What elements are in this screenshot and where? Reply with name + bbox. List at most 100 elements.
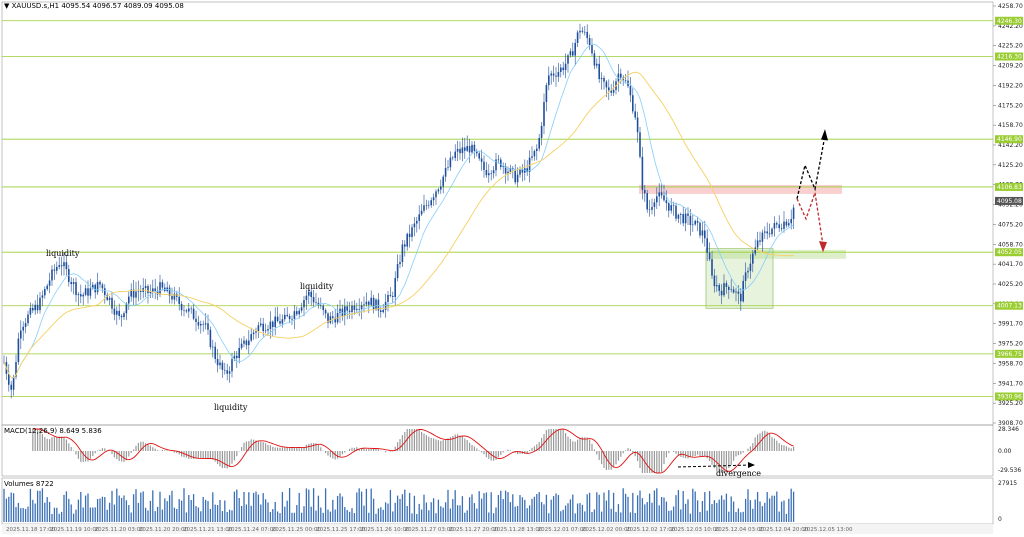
price-tick-label: 3908.70 [998, 420, 1023, 427]
ohlc-values: 4095.54 4096.57 4089.09 4095.08 [61, 2, 184, 10]
candle-body [291, 318, 293, 320]
candle-body [596, 63, 598, 66]
candle-body [106, 295, 108, 300]
candle-body [20, 330, 22, 339]
macd-tick-label: -29.536 [998, 467, 1021, 474]
price-tick-label: 4125.20 [998, 162, 1023, 169]
candle-body [274, 316, 276, 328]
candle-body [444, 167, 447, 177]
price-tick-label: 4175.20 [998, 102, 1023, 109]
candle-body [262, 323, 264, 332]
candle-body [399, 262, 401, 265]
candle-body [730, 289, 732, 290]
candle-body [694, 220, 696, 225]
candle-body [348, 310, 351, 313]
candle-body [204, 323, 207, 325]
candle-body [653, 202, 656, 208]
candle-body [555, 75, 557, 77]
candle-body [332, 316, 334, 318]
candle-body [15, 362, 17, 377]
candle-body [598, 63, 600, 80]
candle-body [156, 290, 159, 295]
candle-body [401, 244, 404, 263]
candle-body [77, 294, 80, 296]
time-axis-label: 2025.12.05 13:00 [803, 527, 853, 533]
candle-body [264, 330, 267, 332]
candle-body [334, 317, 336, 323]
candle-body [173, 293, 176, 300]
candle-body [538, 138, 540, 149]
candle-body [363, 304, 365, 306]
candle-body [658, 192, 660, 197]
dropdown-triangle-icon[interactable]: ▼ [4, 2, 10, 10]
candle-body [423, 205, 425, 211]
candle-body [560, 67, 562, 72]
price-tick-label: 4158.70 [998, 122, 1023, 129]
candle-body [728, 286, 730, 290]
candle-body [281, 319, 284, 324]
candle-body [641, 156, 644, 190]
candle-body [740, 293, 742, 302]
candle-body [689, 215, 692, 226]
candle-body [183, 310, 185, 311]
candle-body [540, 125, 543, 139]
candle-body [327, 313, 329, 323]
candle-body [377, 299, 380, 311]
level-price-tag [995, 182, 1023, 191]
candle-body [430, 200, 432, 206]
candle-body [132, 289, 135, 298]
candle-body [72, 282, 75, 285]
candle-body [284, 314, 286, 320]
candle-body [372, 297, 375, 310]
candle-body [440, 186, 442, 190]
candle-body [656, 196, 658, 203]
candle-body [272, 321, 274, 328]
candle-body [761, 232, 764, 242]
candle-body [111, 297, 113, 309]
candle-body [737, 291, 740, 294]
candle-body [75, 282, 77, 296]
candle-body [557, 71, 560, 77]
time-axis-label: 2025.11.20 20:00 [139, 527, 189, 533]
candle-body [293, 311, 296, 320]
candle-body [432, 197, 435, 201]
candle-body [752, 253, 754, 264]
candle-body [509, 168, 512, 172]
candle-body [790, 218, 792, 224]
candle-body [620, 73, 622, 78]
candle-body [358, 308, 360, 310]
candle-body [123, 313, 125, 318]
macd-title: MACD(12,26,9) 8.649 5.836 [4, 427, 102, 435]
candle-body [322, 305, 324, 311]
candle-body [120, 315, 123, 318]
candle-body [214, 346, 216, 359]
time-axis-label: 2025.11.21 13:00 [183, 527, 233, 533]
candle-body [588, 38, 591, 46]
candle-body [404, 244, 406, 247]
candle-body [492, 170, 495, 174]
time-axis-label: 2025.11.18 17:00 [6, 527, 56, 533]
candle-body [221, 362, 224, 370]
candle-body [202, 323, 204, 325]
candle-body [382, 309, 384, 313]
candle-body [603, 77, 605, 82]
candle-body [140, 290, 142, 292]
candle-body [425, 205, 428, 206]
candle-body [118, 310, 120, 316]
macd-signal-line [32, 428, 794, 474]
time-axis-label: 2025.12.02 00:00 [582, 527, 632, 533]
candle-body [12, 376, 15, 390]
candle-body [8, 373, 10, 385]
candle-body [600, 77, 603, 80]
candle-body [480, 158, 483, 162]
price-tick-label: 4242.20 [998, 23, 1023, 30]
candle-body [245, 340, 248, 346]
candle-body [502, 166, 504, 168]
candle-body [228, 371, 231, 374]
candle-body [572, 51, 574, 56]
candle-body [452, 157, 454, 159]
candle-body [53, 269, 56, 271]
candle-body [516, 174, 519, 183]
